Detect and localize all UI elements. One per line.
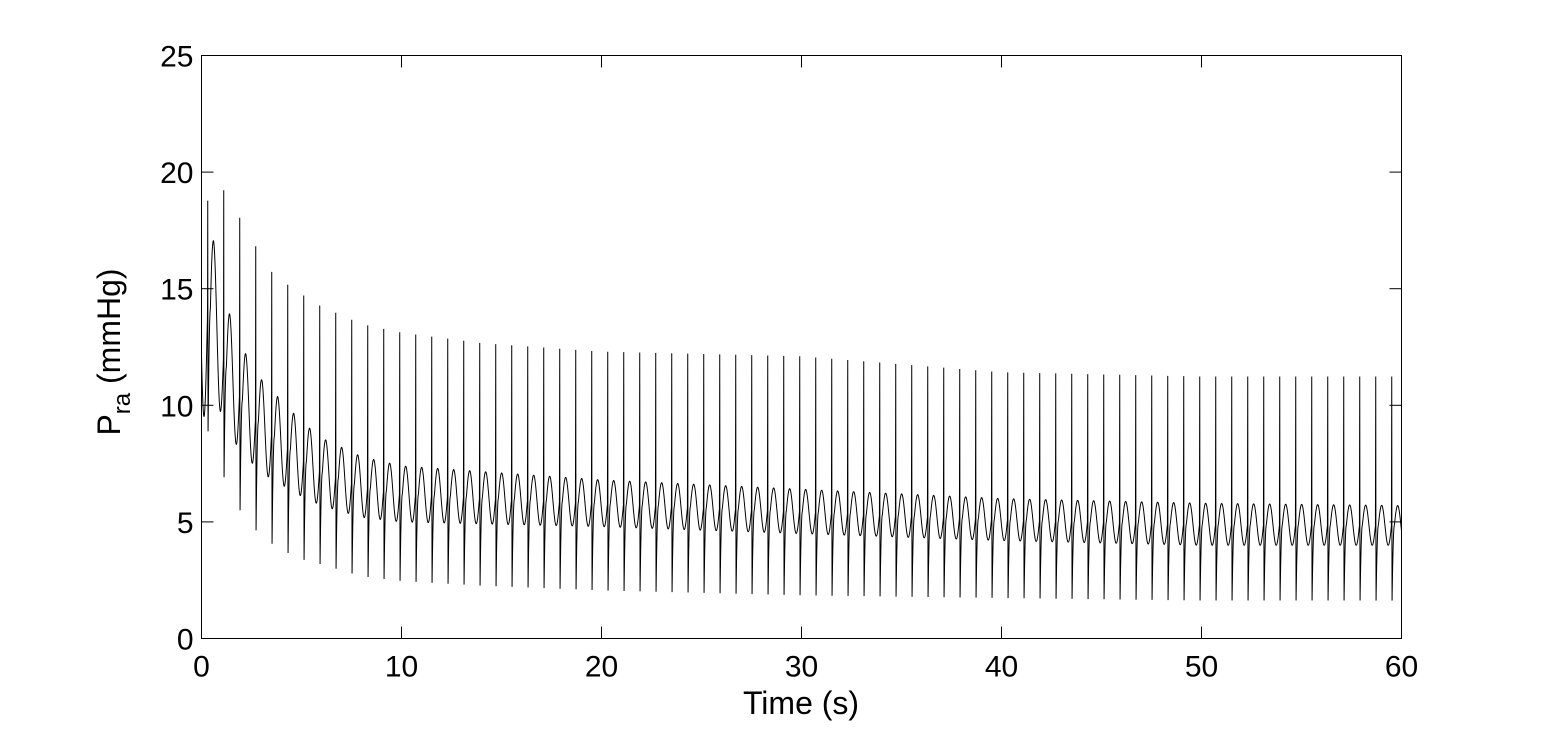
- y-axis-label-suffix: (mmHg): [91, 268, 127, 392]
- y-tick-label: 10: [160, 390, 193, 423]
- x-axis-label: Time (s): [743, 685, 859, 721]
- x-tick-label: 60: [1385, 651, 1418, 684]
- x-tick-labels: 0 10 20 30 40 50 60: [193, 651, 1418, 684]
- x-tick-label: 0: [193, 651, 210, 684]
- x-tick-label: 10: [385, 651, 418, 684]
- y-tick-label: 25: [160, 41, 193, 74]
- plot-frame: [201, 55, 1402, 639]
- y-axis-label-subscript: ra: [109, 392, 136, 414]
- y-tick-label: 0: [177, 624, 194, 657]
- y-axis-label-main: P: [91, 414, 127, 435]
- y-axis-label: Pra (mmHg): [91, 268, 136, 435]
- y-tick-label: 15: [160, 274, 193, 307]
- x-tick-label: 50: [1185, 651, 1218, 684]
- y-tick-label: 20: [160, 157, 193, 190]
- y-tick-label: 5: [177, 507, 194, 540]
- axis-ticks: [201, 55, 1402, 639]
- y-tick-labels: 0 5 10 15 20 25: [160, 41, 193, 657]
- x-tick-label: 20: [585, 651, 618, 684]
- x-tick-label: 40: [985, 651, 1018, 684]
- x-tick-label: 30: [785, 651, 818, 684]
- series-line: [201, 190, 1402, 601]
